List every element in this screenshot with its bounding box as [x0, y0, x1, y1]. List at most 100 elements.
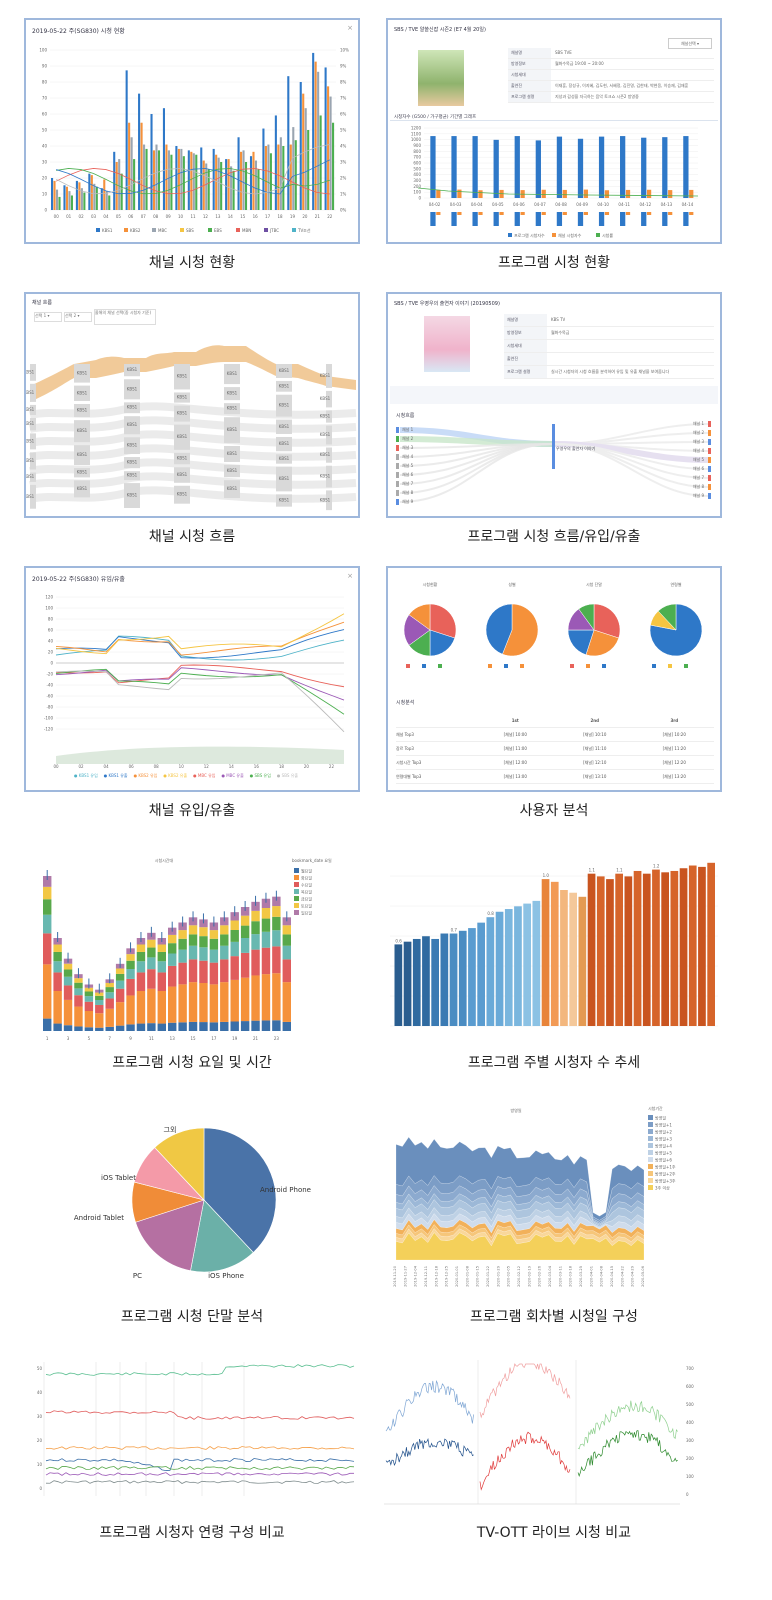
x-tick-label: 2020-01-15 [476, 1266, 480, 1287]
x-tick-label: 17 [265, 214, 271, 219]
legend-swatch [294, 903, 299, 908]
viewing-line [577, 1430, 678, 1477]
age-line [45, 1466, 355, 1470]
flow-band [29, 402, 357, 419]
node-label: KBS1 [227, 406, 238, 411]
y2-tick-label: 10% [340, 48, 349, 53]
legend-item[interactable]: ● KBS2 유출 [163, 773, 188, 778]
filter-1[interactable]: 선택 1 ▾ [34, 312, 62, 322]
node-label: KBS1 [227, 371, 238, 376]
y-tick-label: 100 [45, 606, 53, 611]
program-flow-sankey: 채널 1 채널 1 채널 2 채널 2 채널 3 채널 3 채널 4 채널 4 채널 5 채널 5… [390, 386, 718, 505]
stacked-bar-segment [220, 982, 229, 1022]
stacked-bar-segment [157, 1023, 166, 1031]
node [30, 472, 36, 482]
y-tick-label: 20 [42, 176, 48, 181]
bar-KBS1 [100, 188, 103, 210]
stacked-bar-segment [178, 1022, 187, 1031]
stacked-bar-segment [272, 946, 281, 974]
bar-KBS1 [125, 70, 128, 210]
weekly-bar [587, 873, 596, 1026]
node-label: KBS1 [26, 494, 35, 499]
legend-swatch [294, 896, 299, 901]
flow-band [29, 458, 357, 475]
legend-item[interactable]: ● KBS2 유입 [133, 773, 158, 778]
stacked-bar-segment [115, 968, 125, 974]
stacked-bar-segment [105, 1026, 114, 1031]
x-tick-label: 2019-12-18 [434, 1265, 438, 1287]
stacked-bar-segment [251, 949, 260, 976]
node [326, 447, 332, 463]
node-label: KBS1 [26, 421, 35, 426]
x-tick-label: 01 [66, 214, 72, 219]
stacked-bar-segment [178, 949, 187, 963]
weekly-bar [412, 938, 421, 1026]
y2-tick-label: 9% [340, 64, 347, 69]
table-header: 1st 2nd 3rd [396, 714, 714, 728]
table-cell: [채널] 11:10 [583, 746, 607, 751]
bar-program [493, 139, 499, 198]
pie-slice [593, 603, 621, 639]
x-tick-label: 02 [79, 214, 85, 219]
legend-item[interactable]: ● KBS1 유입 [74, 773, 98, 778]
source-label: 채널 8 [402, 489, 414, 495]
info-row: 시청세대 [508, 70, 714, 81]
legend-item[interactable]: ● MBC 유출 [221, 773, 244, 778]
node [224, 445, 240, 462]
node [124, 471, 140, 481]
weekly-bar [642, 873, 651, 1026]
node [326, 390, 332, 408]
filter-2[interactable]: 선택 2 ▾ [64, 312, 92, 322]
stacked-bar-segment [199, 947, 208, 961]
node [30, 404, 36, 416]
weekly-bar [431, 938, 439, 1026]
program-viewing-status-panel: SBS / TVE 알쓸신잡 시즌2 (E7 4월 20일) 채널선택 ▾ 채널… [386, 18, 722, 244]
stacked-bar-segment [105, 987, 114, 993]
x-tick-label: 00 [54, 214, 60, 219]
legend-swatch [520, 664, 524, 668]
bar-MBC [93, 183, 96, 210]
weekly-bar [578, 896, 587, 1026]
stacked-bar-segment [188, 925, 198, 935]
pie-slice [578, 603, 595, 631]
node [74, 480, 90, 498]
bar-MBC [55, 189, 59, 210]
info-label: 방영정보 [508, 59, 551, 69]
stacked-bar-segment [230, 929, 239, 942]
bar-channel-lower [520, 212, 525, 215]
channel-select[interactable]: 채널선택 ▾ [668, 38, 712, 49]
source-node [396, 454, 399, 460]
bar-KBS2 [128, 122, 131, 210]
pie-title: 시청 단말 [586, 581, 602, 587]
stacked-bar-segment [136, 944, 146, 952]
legend-item[interactable]: ● KBS1 유출 [103, 773, 128, 778]
bar-channel-lower [604, 212, 610, 215]
bar-SBS [108, 195, 111, 210]
legend-item[interactable]: ● MBC 유입 [193, 773, 216, 778]
bar-KBS1 [51, 178, 54, 210]
stacked-bar-segment [43, 899, 52, 915]
channel-bar-chart: 0 0% 10 1% 20 2% 30 3% 40 4% 50 5% 60 6% 70 7% 80 8% 90 9% 1… [39, 48, 349, 234]
legend-title: 시청기간 [648, 1105, 663, 1111]
close-icon[interactable]: × [347, 572, 353, 580]
bar-KBS1 [274, 115, 277, 210]
legend-item[interactable]: ● SBS 유출 [276, 773, 299, 778]
bar-SBS [207, 169, 210, 210]
y-tick-label: -60 [46, 694, 53, 699]
y-tick-label: 40 [48, 639, 54, 644]
bar-program-lower [472, 212, 478, 226]
bar-value-label: 1.0 [543, 873, 550, 878]
y-tick-label: 500 [413, 166, 421, 171]
node [174, 424, 190, 450]
close-icon[interactable]: × [347, 24, 353, 32]
x-tick-label: 7 [108, 1036, 111, 1041]
stacked-bar-segment [261, 931, 271, 948]
node [174, 392, 190, 403]
bar-channel-lower [583, 212, 588, 215]
legend-item[interactable]: ● SBS 유입 [249, 773, 271, 778]
y2-tick-label: 1% [340, 192, 347, 197]
y2-tick-label: 5% [340, 128, 347, 133]
stacked-bar-segment [178, 930, 187, 939]
filter-3[interactable]: 올해의 채널 선택(중 시청자 기준) [94, 309, 156, 325]
bar-KBS2 [103, 179, 106, 210]
